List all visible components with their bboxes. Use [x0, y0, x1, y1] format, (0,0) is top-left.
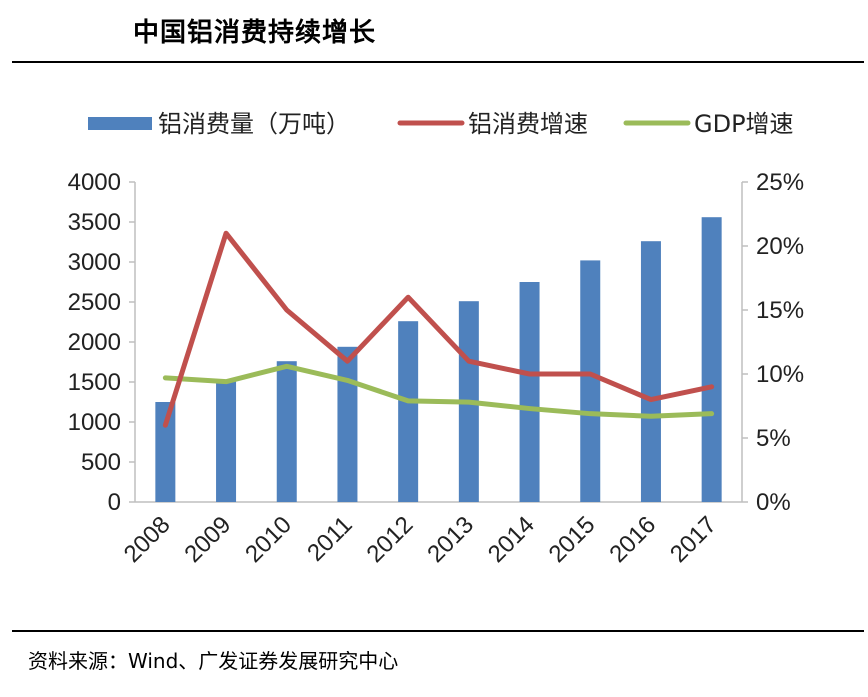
- left-tick-label: 1000: [68, 409, 121, 436]
- bar-consumption: [337, 346, 358, 502]
- x-tick-label: 2012: [362, 511, 419, 568]
- x-tick-label: 2017: [665, 511, 722, 568]
- bar-consumption: [216, 381, 237, 502]
- bar-consumption: [701, 217, 722, 502]
- bar-consumption: [519, 282, 540, 502]
- legend-swatch-consumption: [88, 117, 152, 130]
- left-tick-label: 500: [81, 449, 121, 476]
- x-tick-label: 2008: [119, 511, 176, 568]
- bar-consumption: [580, 260, 601, 502]
- right-tick-label: 10%: [756, 361, 804, 388]
- legend-label-growth: 铝消费增速: [468, 110, 588, 138]
- right-tick-label: 0%: [756, 489, 791, 516]
- source-note: 资料来源：Wind、广发证券发展研究中心: [28, 649, 399, 673]
- x-tick-label: 2010: [240, 511, 297, 568]
- x-tick-label: 2011: [302, 511, 358, 567]
- left-tick-label: 4000: [68, 169, 121, 196]
- right-tick-label: 15%: [756, 297, 804, 324]
- bar-consumption: [155, 402, 176, 502]
- bar-consumption: [398, 321, 419, 502]
- left-tick-label: 3500: [68, 209, 121, 236]
- legend-label-gdp: GDP增速: [694, 110, 794, 138]
- right-tick-label: 5%: [756, 425, 791, 452]
- x-tick-label: 2013: [422, 511, 479, 568]
- gdp-growth-line: [162, 363, 715, 419]
- chart-title: 中国铝消费持续增长: [133, 18, 377, 48]
- x-tick-label: 2015: [544, 511, 601, 568]
- bar-consumption: [640, 241, 661, 502]
- x-tick-label: 2016: [604, 511, 661, 568]
- right-tick-label: 20%: [756, 233, 804, 260]
- left-tick-label: 1500: [68, 369, 121, 396]
- left-tick-label: 0: [108, 489, 121, 516]
- legend-label-consumption: 铝消费量（万吨）: [158, 110, 350, 138]
- x-tick-label: 2009: [179, 511, 236, 568]
- combo-chart: 0 500 1000 1500 2000 2500 3000 3500 4000 0% 5% 10% 1…: [68, 110, 804, 568]
- bottom-rule: [12, 630, 864, 632]
- left-tick-label: 3000: [68, 249, 121, 276]
- consumption-growth-line: [162, 230, 715, 428]
- right-tick-label: 25%: [756, 169, 804, 196]
- x-tick-label: 2014: [483, 511, 540, 568]
- left-tick-label: 2500: [68, 289, 121, 316]
- bar-consumption: [276, 361, 297, 502]
- left-tick-label: 2000: [68, 329, 121, 356]
- top-rule: [12, 61, 864, 63]
